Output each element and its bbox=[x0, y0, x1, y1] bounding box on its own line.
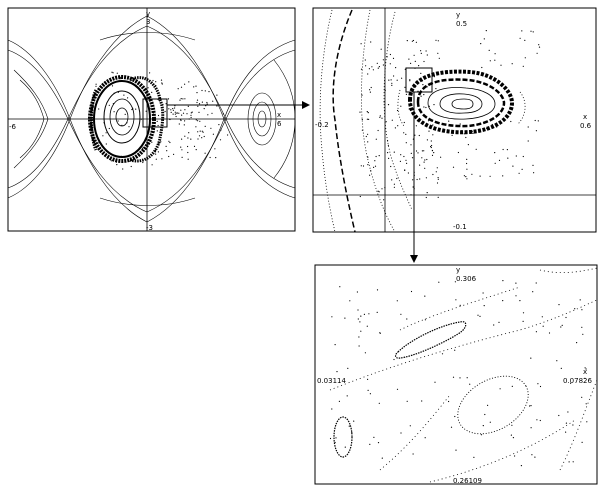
zoom1-x-axis-name: x bbox=[583, 113, 587, 121]
zoom2-x-axis-name: x bbox=[583, 368, 587, 376]
main-panel-axes bbox=[8, 8, 295, 231]
zoom1-x-right-label: 0.6 bbox=[580, 122, 592, 130]
zoom2-x-left-label: 0.03114 bbox=[317, 377, 346, 385]
zoom2-chaotic-points bbox=[329, 280, 588, 467]
main-x-axis-name: x bbox=[277, 111, 281, 119]
main-chaotic-points bbox=[91, 71, 229, 170]
zoom2-y-top-label: 0.306 bbox=[456, 275, 477, 283]
zoom1-panel: y 0.5 -0.1 -0.2 x 0.6 bbox=[312, 7, 597, 233]
main-zoom-box bbox=[142, 98, 168, 128]
zoom1-y-axis-name: y bbox=[456, 11, 460, 19]
zoom1-panel-frame bbox=[312, 7, 597, 233]
zoom1-island bbox=[397, 69, 526, 135]
main-x-right-label: 6 bbox=[277, 120, 282, 128]
zoom1-y-top-label: 0.5 bbox=[456, 20, 467, 28]
zoom1-outer-curves bbox=[319, 9, 413, 233]
zoom2-y-bottom-label: 0.26109 bbox=[453, 477, 482, 485]
zoom2-panel-frame bbox=[314, 264, 598, 485]
main-separatrices bbox=[7, 15, 296, 223]
zoom1-chaotic-points bbox=[359, 30, 541, 201]
zoom1-zoom-box bbox=[405, 67, 433, 93]
main-y-top-label: 3 bbox=[146, 18, 150, 26]
main-y-bottom-label: -3 bbox=[146, 224, 153, 232]
zoom2-panel: y 0.306 0.26109 0.03114 x 0.07826 bbox=[314, 264, 598, 485]
zoom2-orbits bbox=[329, 267, 598, 483]
main-x-left-label: -6 bbox=[9, 123, 17, 131]
main-central-island bbox=[88, 75, 165, 163]
zoom1-x-left-label: -0.2 bbox=[315, 121, 329, 129]
zoom2-x-right-label: 0.07826 bbox=[563, 377, 592, 385]
zoom1-y-bottom-label: -0.1 bbox=[453, 223, 467, 231]
zoom2-y-axis-name: y bbox=[456, 266, 460, 274]
main-y-axis-name: y bbox=[146, 10, 150, 18]
main-panel-frame bbox=[7, 7, 296, 232]
main-right-island bbox=[247, 92, 277, 146]
main-panel: y 3 -3 -6 x 6 bbox=[7, 7, 296, 232]
